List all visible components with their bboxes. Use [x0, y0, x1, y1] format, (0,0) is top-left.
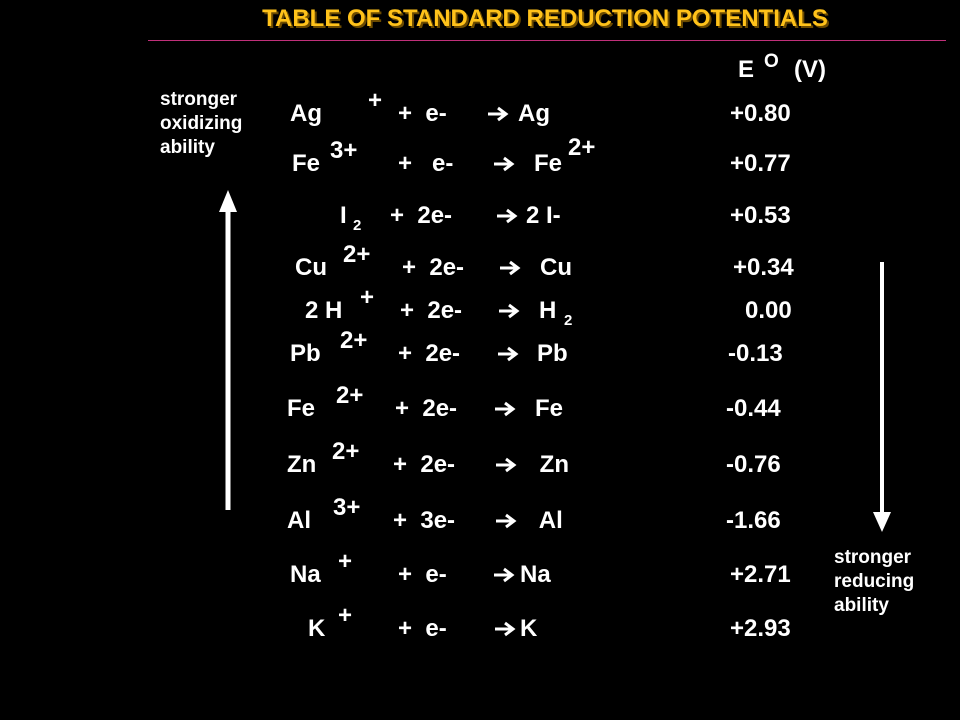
reaction-arrow — [498, 346, 519, 362]
electrons: + e- — [398, 561, 447, 588]
reaction-arrow — [496, 513, 517, 529]
electrons: + 3e- — [393, 507, 456, 534]
product-charge: 2+ — [568, 134, 596, 161]
potential: +0.53 — [730, 202, 791, 229]
charge: + — [338, 548, 353, 575]
header-unit: (V) — [794, 56, 826, 83]
reactant: I — [340, 202, 347, 229]
product: Cu — [540, 254, 572, 281]
reactant-subscript: 2 — [353, 217, 362, 234]
product: 2 I- — [526, 202, 561, 229]
right-label: stronger reducing ability — [834, 546, 914, 617]
product: H — [539, 297, 557, 324]
charge: 2+ — [343, 241, 371, 268]
reactant: Ag — [290, 100, 322, 127]
reaction-arrow — [495, 621, 516, 637]
reactant: K — [308, 615, 326, 642]
label-line: ability — [160, 136, 215, 158]
title-rule — [148, 40, 946, 41]
reaction-arrow — [499, 303, 520, 319]
electrons: + 2e- — [402, 254, 465, 281]
electrons: + e- — [398, 615, 447, 642]
product: Pb — [537, 340, 568, 367]
product: Zn — [533, 451, 569, 478]
reactant: 2 H — [305, 297, 343, 324]
reactant: Pb — [290, 340, 321, 367]
electrons: + 2e- — [398, 340, 461, 367]
product: Fe — [534, 150, 563, 177]
reactant: Fe — [292, 150, 321, 177]
reaction-arrow — [494, 567, 515, 583]
title: TABLE OF STANDARD REDUCTION POTENTIALS — [262, 5, 828, 32]
electrons: + 2e- — [390, 202, 453, 229]
product: K — [520, 615, 538, 642]
charge: 2+ — [332, 438, 360, 465]
electrons: + 2e- — [395, 395, 458, 422]
potential: +2.71 — [730, 561, 791, 588]
potential: +0.77 — [730, 150, 791, 177]
potential: +2.93 — [730, 615, 791, 642]
reactant: Na — [290, 561, 321, 588]
product: Al — [533, 507, 563, 534]
label-line: stronger — [160, 89, 238, 110]
reactant: Cu — [295, 254, 327, 281]
charge: + — [360, 284, 375, 311]
reactant: Al — [287, 507, 311, 534]
reaction-arrow — [494, 156, 515, 172]
reaction-arrow — [488, 106, 509, 122]
reaction-arrow — [495, 401, 516, 417]
product: Na — [520, 561, 551, 588]
reaction-arrow — [497, 208, 518, 224]
electrons: + 2e- — [393, 451, 456, 478]
product-subscript: 2 — [564, 312, 573, 329]
label-line: ability — [834, 594, 889, 616]
charge: 3+ — [330, 137, 358, 164]
header-superscript: O — [764, 51, 779, 72]
label-line: reducing — [834, 570, 915, 592]
electrons: + e- — [398, 100, 447, 127]
product: Ag — [518, 100, 550, 127]
potential: -0.76 — [726, 451, 781, 478]
potential: -1.66 — [726, 507, 781, 534]
potential: 0.00 — [745, 297, 792, 324]
label-line: oxidizing — [160, 112, 243, 134]
potential: +0.34 — [733, 254, 794, 281]
electrons: + e- — [398, 150, 454, 177]
charge: + — [338, 602, 353, 629]
charge: 2+ — [340, 327, 368, 354]
reaction-arrow — [500, 260, 521, 276]
charge: 3+ — [333, 494, 361, 521]
down-arrow-head — [873, 512, 891, 532]
reaction-arrow — [496, 457, 517, 473]
electrons: + 2e- — [400, 297, 463, 324]
potential: -0.13 — [728, 340, 783, 367]
reactant: Zn — [287, 451, 317, 478]
left-label: stronger oxidizing ability — [160, 88, 242, 159]
up-arrow-head — [219, 190, 237, 212]
reactant: Fe — [287, 395, 316, 422]
potential: +0.80 — [730, 100, 791, 127]
product: Fe — [535, 395, 564, 422]
label-line: stronger — [834, 547, 912, 568]
header-symbol: E — [738, 56, 755, 83]
charge: 2+ — [336, 382, 364, 409]
charge: + — [368, 87, 383, 114]
potential: -0.44 — [726, 395, 781, 422]
